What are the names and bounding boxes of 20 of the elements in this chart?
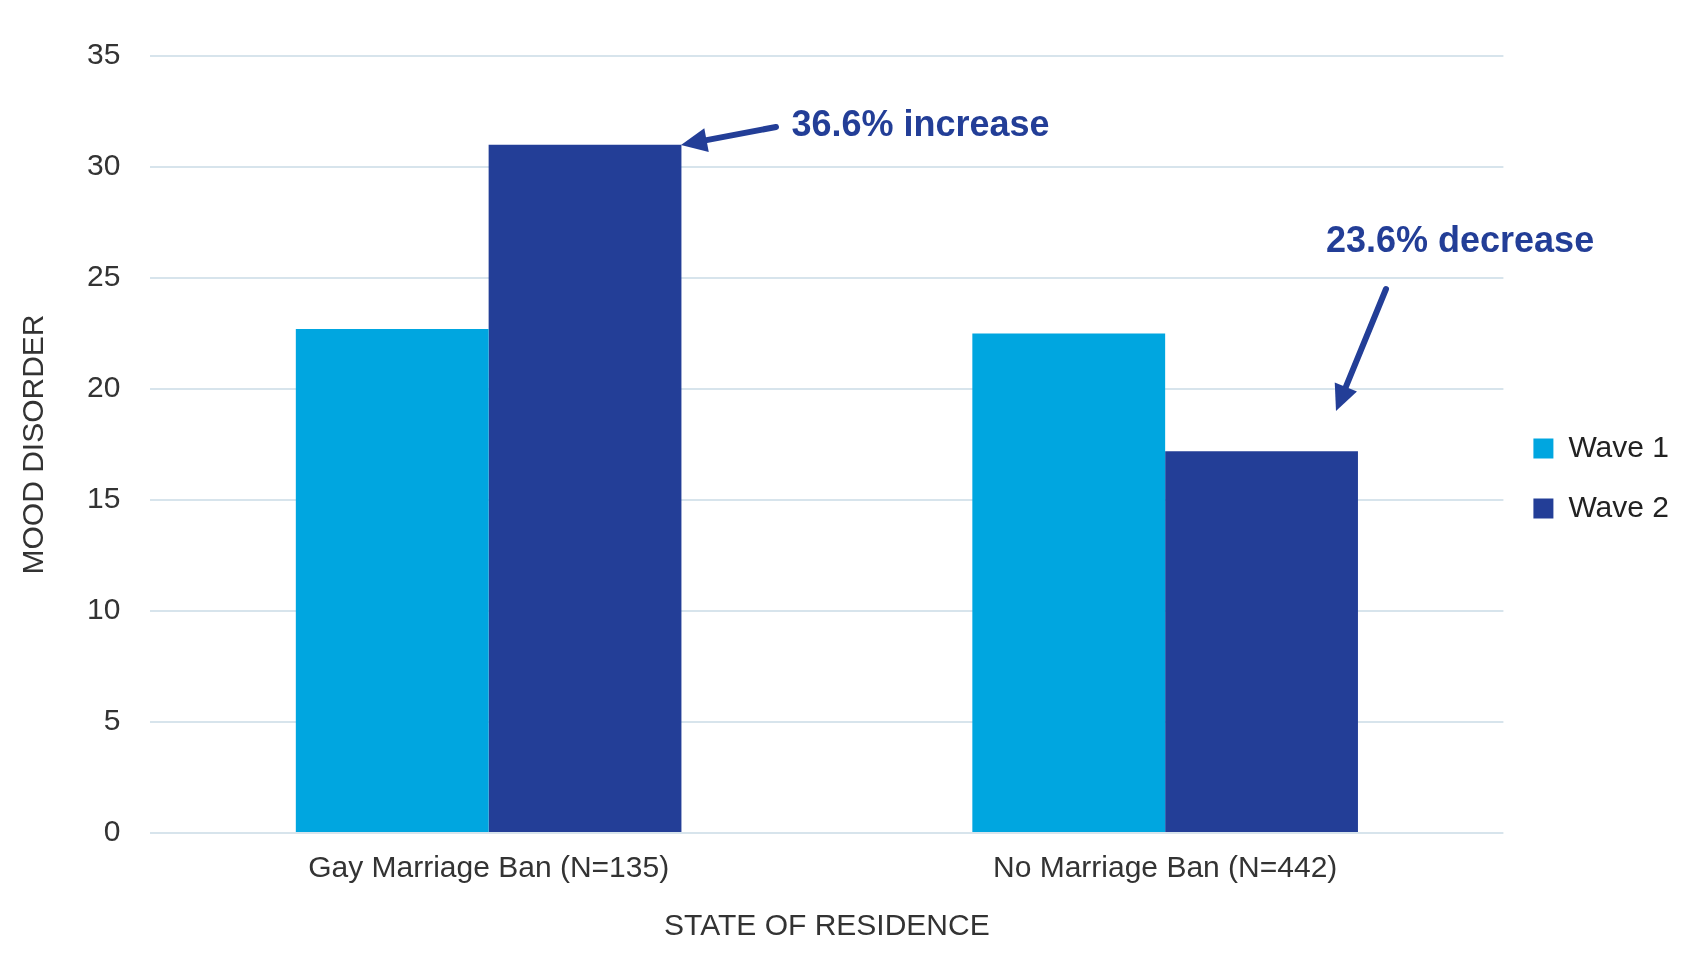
annotation: 36.6% increase — [791, 102, 1050, 145]
y-tick-label: 10 — [86, 592, 121, 626]
y-tick-label: 25 — [86, 259, 121, 293]
legend-label: Wave 1 — [1568, 429, 1669, 463]
legend-label: Wave 2 — [1568, 489, 1669, 523]
x-tick-label: Gay Marriage Ban (N=135) — [308, 850, 670, 884]
bar — [295, 329, 489, 832]
x-tick-label: No Marriage Ban (N=442) — [992, 850, 1338, 884]
bar — [972, 333, 1166, 832]
x-axis-title: STATE OF RESIDENCE — [664, 908, 990, 942]
annotation: 23.6% decrease — [1325, 219, 1595, 262]
y-tick-label: 0 — [103, 814, 121, 848]
y-tick-label: 5 — [103, 703, 121, 737]
y-tick-label: 35 — [86, 37, 121, 71]
y-tick-label: 30 — [86, 148, 121, 182]
y-tick-label: 20 — [86, 370, 121, 404]
y-axis-title: MOOD DISORDER — [16, 314, 50, 575]
bar — [1165, 451, 1358, 832]
y-tick-label: 15 — [86, 481, 121, 515]
bar — [488, 144, 682, 832]
